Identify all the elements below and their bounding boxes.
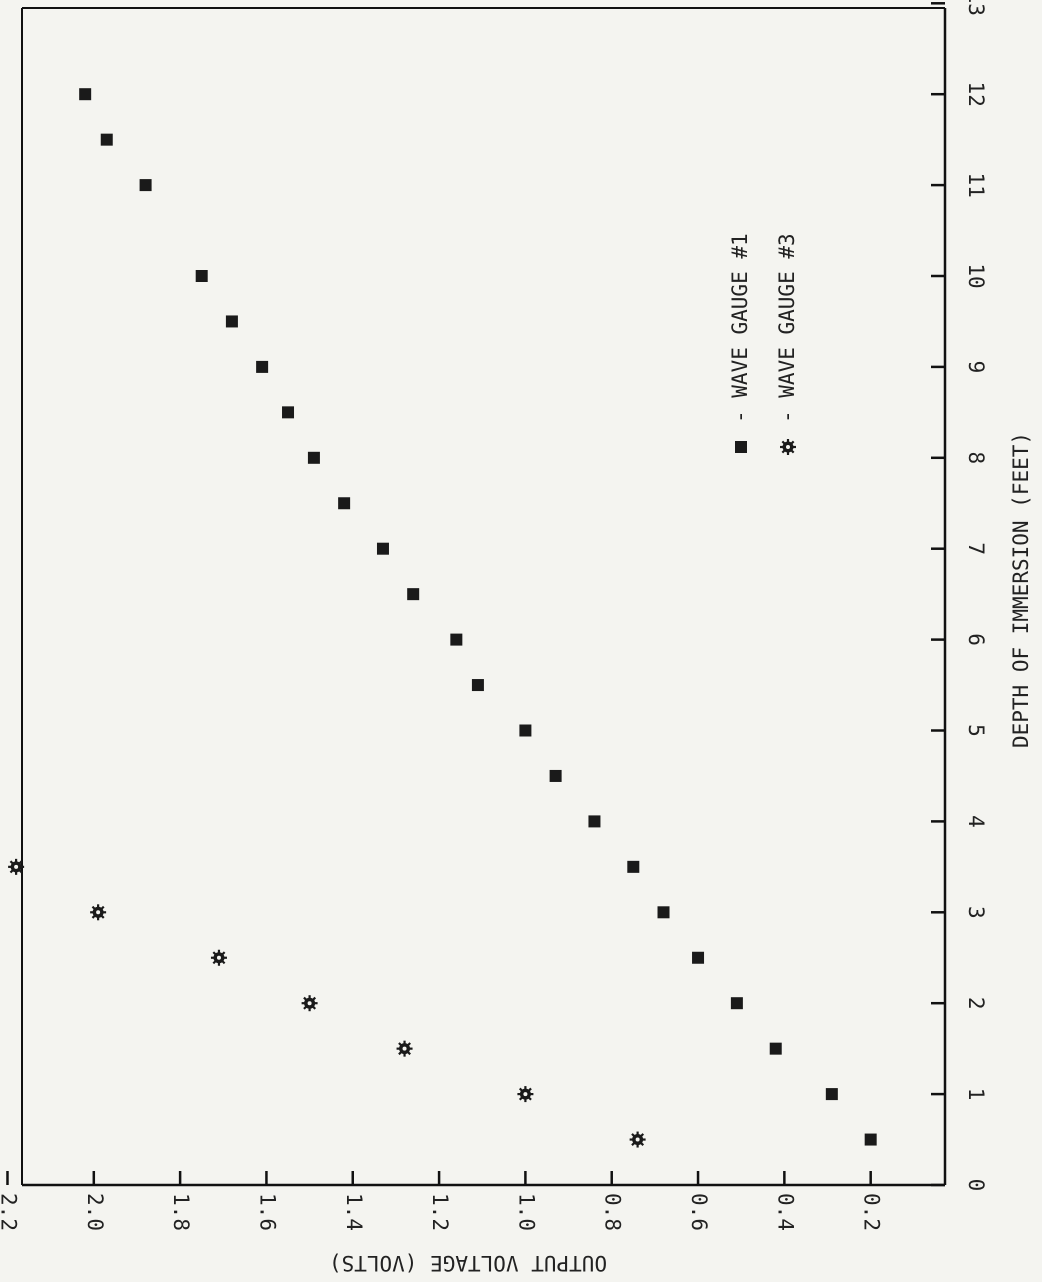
voltage-tick-label: 2.0 <box>83 1193 107 1231</box>
data-point-gauge-1 <box>100 133 113 146</box>
data-point-gauge-1 <box>769 1042 782 1055</box>
depth-tick-label: 1 <box>964 1088 988 1101</box>
depth-tick-label: 12 <box>964 82 988 107</box>
data-point-gauge-1 <box>256 360 269 373</box>
chart-marks <box>8 88 877 1148</box>
data-point-gauge-1 <box>549 769 562 782</box>
data-point-gauge-1 <box>692 951 705 964</box>
data-point-gauge-1 <box>225 315 238 328</box>
data-point-gauge-1 <box>657 906 670 919</box>
depth-tick-label: 8 <box>964 451 988 464</box>
depth-axis-title: DEPTH OF IMMERSION (FEET) <box>1009 432 1033 748</box>
voltage-tick-label: 2.2 <box>0 1193 20 1231</box>
data-point-gauge-3 <box>210 949 227 966</box>
depth-tick-label: 10 <box>964 263 988 288</box>
voltage-tick-label: 0.8 <box>601 1193 625 1231</box>
data-point-gauge-1 <box>864 1133 877 1146</box>
data-point-gauge-3 <box>629 1131 646 1148</box>
data-point-gauge-3 <box>301 995 318 1012</box>
depth-tick-label: 6 <box>964 633 988 646</box>
legend-label: - WAVE GAUGE #1 <box>728 233 752 423</box>
data-point-gauge-1 <box>79 88 92 101</box>
voltage-tick-label: 1.6 <box>255 1193 279 1231</box>
voltage-tick-label: 1.4 <box>342 1193 366 1231</box>
voltage-tick-label: 1.8 <box>169 1193 193 1231</box>
depth-tick-label: 11 <box>964 172 988 197</box>
voltage-tick-label: 0.2 <box>860 1193 884 1231</box>
data-point-gauge-1 <box>376 542 389 555</box>
data-point-gauge-1 <box>338 497 351 510</box>
legend-marker-square <box>735 441 747 453</box>
depth-tick-label: 9 <box>964 361 988 374</box>
legend-label: - WAVE GAUGE #3 <box>775 233 799 423</box>
depth-tick-label: 0 <box>964 1179 988 1192</box>
depth-tick-label: 7 <box>964 542 988 555</box>
data-point-gauge-1 <box>282 406 295 419</box>
depth-tick-label: 3 <box>964 906 988 919</box>
data-point-gauge-1 <box>195 270 208 282</box>
data-point-gauge-1 <box>627 860 640 873</box>
depth-tick-label: 4 <box>964 815 988 828</box>
data-point-gauge-3 <box>90 904 107 921</box>
voltage-tick-label: 1.2 <box>428 1193 452 1231</box>
data-point-gauge-1 <box>139 179 152 192</box>
data-point-gauge-3 <box>8 858 25 875</box>
data-point-gauge-3 <box>396 1040 413 1057</box>
depth-tick-label: 5 <box>964 724 988 737</box>
data-point-gauge-1 <box>407 588 420 601</box>
voltage-tick-label: 0.6 <box>687 1193 711 1231</box>
data-point-gauge-1 <box>519 724 532 737</box>
data-point-gauge-1 <box>471 679 484 692</box>
series-2 <box>8 858 646 1148</box>
data-point-gauge-1 <box>730 997 743 1010</box>
voltage-axis-title: OUTPUT VOLTAGE (VOLTS) <box>329 1251 607 1275</box>
data-point-gauge-1 <box>307 451 320 464</box>
depth-tick-label: 13 <box>964 0 988 16</box>
data-point-gauge-3 <box>517 1086 534 1103</box>
data-point-gauge-1 <box>450 633 463 646</box>
data-point-gauge-1 <box>825 1088 838 1101</box>
series-1 <box>79 88 877 1146</box>
depth-tick-label: 2 <box>964 997 988 1010</box>
legend-marker-star <box>780 439 796 455</box>
chart-legend: - WAVE GAUGE #1 - WAVE GAUGE #3 <box>728 233 799 455</box>
voltage-tick-label: 1.0 <box>514 1193 538 1231</box>
voltage-tick-label: 0.4 <box>773 1193 797 1231</box>
data-point-gauge-1 <box>588 815 601 828</box>
